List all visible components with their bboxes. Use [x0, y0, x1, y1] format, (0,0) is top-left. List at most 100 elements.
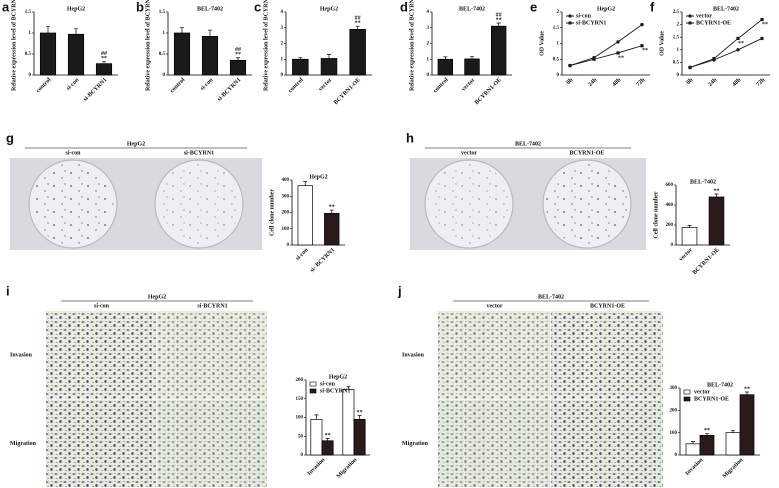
bar [324, 212, 340, 246]
row-label: Migration [10, 441, 37, 447]
chart-title: BEL-7402 [707, 382, 733, 388]
y-tick-label: 200 [666, 223, 674, 228]
marker [568, 63, 572, 68]
significance: ## [496, 12, 502, 18]
y-tick-label: 2 [677, 23, 680, 28]
x-tick-label: 72h [636, 77, 647, 88]
significance: ** [738, 41, 744, 47]
column-label: BCYRN1-OE [590, 303, 625, 309]
colonies [158, 163, 240, 245]
chart-title: BEL-7402 [197, 6, 223, 12]
error-bar [314, 414, 319, 420]
legend-label: si-BCYRN1 [320, 388, 350, 394]
error-bar [357, 415, 362, 420]
x-tick-label: Invasion [685, 457, 705, 477]
x-tick-label: control [169, 77, 186, 94]
error-bar [714, 193, 719, 197]
bar [349, 28, 366, 76]
y-tick-label: 0 [163, 73, 166, 78]
bar [321, 440, 334, 456]
significance: ## [101, 51, 107, 57]
error-bar [303, 181, 308, 186]
x-tick-label: 48h [732, 77, 743, 88]
y-tick-label: 1 [677, 48, 680, 53]
chart-title: BEL-7402 [713, 6, 739, 12]
x-tick-label: si-con [200, 77, 215, 92]
y-tick-label: 0 [281, 73, 284, 78]
legend-label: si-con [320, 381, 336, 387]
bar [95, 63, 113, 76]
error-bar [691, 441, 695, 444]
marker [736, 48, 740, 52]
micrograph [551, 311, 663, 399]
y-tick-label: 0 [677, 73, 680, 78]
x-tick-label: Invasion [307, 457, 327, 477]
y-tick-label: 0 [671, 243, 674, 248]
panel-label: d [400, 0, 408, 14]
legend-swatch [309, 381, 317, 387]
y-tick-label: 200 [282, 211, 290, 216]
y-axis-label: Relative expression level of BCYRN1 [145, 0, 151, 91]
marker [640, 22, 644, 27]
chart-title: HepG2 [309, 174, 327, 180]
significance: ** [357, 410, 363, 416]
error-bar [74, 28, 78, 35]
column-label: si-con [66, 150, 82, 156]
y-axis-label: Cell clone number [653, 191, 659, 238]
marker [760, 36, 764, 41]
image-group-title: BEL-7402 [538, 294, 564, 300]
chart-title: HepG2 [67, 6, 85, 12]
micrograph [46, 311, 156, 399]
error-bar [298, 57, 303, 60]
line [689, 19, 763, 68]
error-bar [705, 433, 709, 436]
y-tick-label: 0 [29, 73, 32, 78]
bar [464, 58, 480, 76]
legend-label: vector [694, 389, 710, 395]
x-tick-label: control [433, 77, 450, 94]
significance: ** [235, 52, 241, 58]
significance: ## [235, 47, 241, 53]
row-label: Invasion [10, 353, 33, 359]
significance: ** [355, 21, 361, 27]
significance: ** [704, 428, 710, 434]
marker [736, 36, 740, 41]
marker [592, 57, 596, 61]
bar [739, 394, 755, 456]
y-tick-label: 2 [281, 42, 284, 47]
y-tick-label: 1.5 [673, 35, 680, 40]
y-tick-label: 2 [557, 10, 560, 15]
bar [490, 25, 507, 76]
panel-label: a [2, 0, 10, 14]
legend-swatch [683, 396, 691, 402]
chart-title: BEL-7402 [690, 179, 716, 185]
y-tick-label: 0 [557, 73, 560, 78]
y-tick-label: 400 [666, 203, 674, 208]
marker [616, 51, 620, 55]
line [689, 38, 763, 68]
legend-label: BCYRN1-OE [694, 396, 729, 402]
error-bar [236, 57, 240, 61]
y-tick-label: 1.5 [25, 10, 32, 15]
y-tick-label: 1.5 [159, 10, 166, 15]
micrograph [438, 311, 550, 399]
x-tick-label: Migration [336, 457, 359, 480]
y-tick-label: 1 [163, 31, 166, 36]
error-bar [470, 56, 474, 59]
y-axis-label: Relative expression level of BCYRN1 [11, 0, 17, 91]
y-axis-label: Relative expression level of BCYRN1 [409, 0, 415, 91]
legend-marker [568, 21, 572, 25]
colonies [32, 163, 114, 245]
y-tick-label: 2.5 [673, 10, 680, 15]
image-group-title: HepG2 [148, 294, 166, 300]
x-tick-label: vector [678, 247, 694, 263]
significance: ** [762, 22, 768, 28]
y-tick-label: 100 [282, 227, 290, 232]
error-bar [346, 386, 351, 390]
panel-label: g [6, 130, 14, 145]
y-tick-label: 1 [29, 31, 32, 36]
panel-label: h [406, 130, 414, 145]
bar [320, 58, 338, 76]
bar [229, 59, 247, 76]
significance: ## [355, 16, 361, 22]
